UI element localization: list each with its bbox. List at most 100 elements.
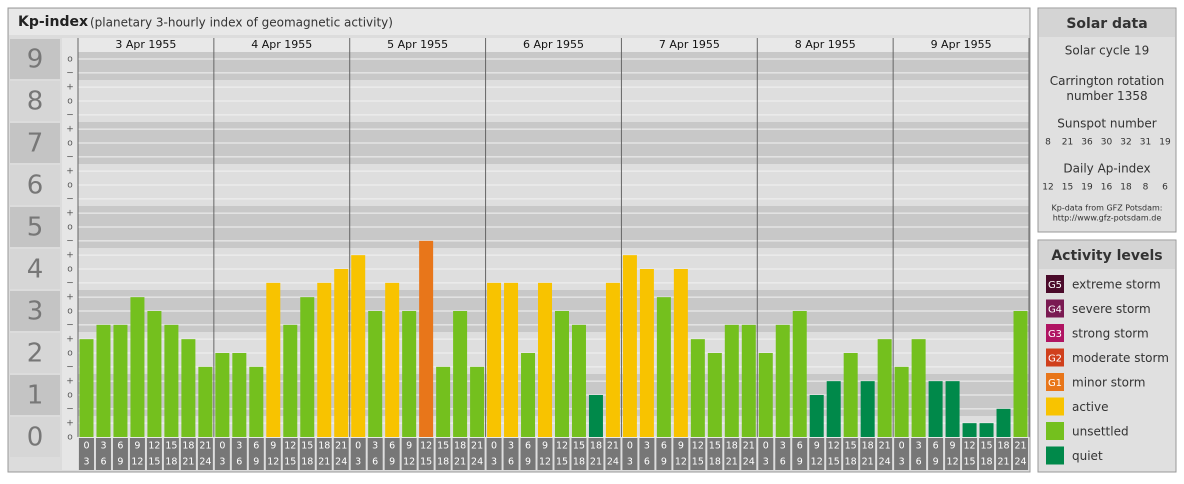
hour-box xyxy=(877,438,893,470)
minor-tick-label: + xyxy=(66,377,74,387)
bar xyxy=(198,366,213,437)
day-label: 3 Apr 1955 xyxy=(115,38,176,51)
source: Kp-data from GFZ Potsdam: xyxy=(1052,204,1163,213)
hour-from: 21 xyxy=(199,441,211,452)
hour-from: 15 xyxy=(165,441,177,452)
hour-from: 6 xyxy=(661,441,667,452)
legend-code: G5 xyxy=(1048,280,1062,291)
bar xyxy=(79,339,94,437)
hour-to: 15 xyxy=(964,457,976,468)
legend-code: G1 xyxy=(1048,378,1062,389)
hour-box xyxy=(214,438,230,470)
hour-to: 18 xyxy=(573,457,585,468)
hour-from: 0 xyxy=(627,441,633,452)
y-tick-label: 7 xyxy=(27,129,44,159)
minor-tick-label: − xyxy=(66,152,74,162)
minor-tick-label: o xyxy=(67,55,73,65)
minor-tick-label: o xyxy=(67,307,73,317)
ap-value: 6 xyxy=(1162,183,1168,193)
hour-to: 18 xyxy=(980,457,992,468)
hour-box xyxy=(554,438,570,470)
hour-from: 6 xyxy=(117,441,123,452)
bar xyxy=(843,353,858,437)
hour-to: 24 xyxy=(471,457,483,468)
hour-to: 9 xyxy=(117,457,123,468)
bar xyxy=(453,311,468,437)
hour-box xyxy=(537,438,553,470)
bar xyxy=(622,255,637,437)
hour-from: 3 xyxy=(780,441,786,452)
hour-box xyxy=(129,438,145,470)
hour-box xyxy=(469,438,485,470)
hour-to: 6 xyxy=(100,457,106,468)
activity-title: Activity levels xyxy=(1051,248,1162,264)
hour-box xyxy=(690,438,706,470)
hour-to: 18 xyxy=(301,457,313,468)
hour-box xyxy=(350,438,366,470)
hour-box xyxy=(809,438,825,470)
bar xyxy=(707,353,722,437)
hour-box xyxy=(452,438,468,470)
carrington-rotation: Carrington rotation number 1358 xyxy=(1050,74,1164,103)
minor-tick-label: o xyxy=(67,391,73,401)
bar xyxy=(487,282,502,437)
sunspot-value: 19 xyxy=(1159,138,1171,148)
hour-from: 6 xyxy=(797,441,803,452)
sunspot-value: 32 xyxy=(1120,138,1131,148)
legend-label: strong storm xyxy=(1072,327,1149,341)
hour-to: 24 xyxy=(199,457,211,468)
bar xyxy=(656,297,671,437)
hour-to: 3 xyxy=(763,457,769,468)
hour-box xyxy=(520,438,536,470)
hour-from: 0 xyxy=(899,441,905,452)
hour-to: 9 xyxy=(797,457,803,468)
bar xyxy=(436,366,451,437)
hour-from: 3 xyxy=(916,441,922,452)
hour-box xyxy=(588,438,604,470)
minor-tick-label: + xyxy=(66,335,74,345)
hour-to: 12 xyxy=(267,457,279,468)
bar xyxy=(826,381,841,437)
hour-box xyxy=(894,438,910,470)
hour-to: 6 xyxy=(644,457,650,468)
bar xyxy=(164,324,179,437)
hour-from: 9 xyxy=(406,441,412,452)
hour-from: 0 xyxy=(219,441,225,452)
ap-value: 16 xyxy=(1101,183,1113,193)
bar xyxy=(266,282,281,437)
hour-to: 9 xyxy=(661,457,667,468)
y-label-band xyxy=(10,375,60,415)
bar xyxy=(996,408,1011,437)
legend-swatch xyxy=(1046,299,1064,318)
hour-box xyxy=(78,438,94,470)
hour-from: 3 xyxy=(100,441,106,452)
minor-tick-label: o xyxy=(67,265,73,275)
bar xyxy=(792,311,807,437)
bar xyxy=(860,381,875,437)
hour-box xyxy=(571,438,587,470)
hour-to: 21 xyxy=(862,457,874,468)
y-tick-label: 6 xyxy=(27,171,44,201)
hour-box xyxy=(945,438,961,470)
hour-from: 3 xyxy=(236,441,242,452)
minor-tick-label: o xyxy=(67,433,73,443)
minor-tick-label: o xyxy=(67,139,73,149)
legend-swatch xyxy=(1046,446,1064,465)
hour-box xyxy=(996,438,1012,470)
hour-box xyxy=(928,438,944,470)
hour-from: 3 xyxy=(508,441,514,452)
hour-from: 15 xyxy=(573,441,585,452)
hour-to: 6 xyxy=(780,457,786,468)
hour-from: 18 xyxy=(997,441,1009,452)
hour-from: 6 xyxy=(253,441,259,452)
bar xyxy=(911,339,926,437)
ap-value: 12 xyxy=(1042,183,1053,193)
hour-to: 3 xyxy=(899,457,905,468)
hour-to: 9 xyxy=(525,457,531,468)
hour-from: 12 xyxy=(692,441,704,452)
hour-box xyxy=(622,438,638,470)
y-tick-label: 4 xyxy=(27,255,44,285)
hour-to: 21 xyxy=(454,457,466,468)
header-row xyxy=(78,38,1029,52)
y-tick-label: 3 xyxy=(27,297,44,327)
